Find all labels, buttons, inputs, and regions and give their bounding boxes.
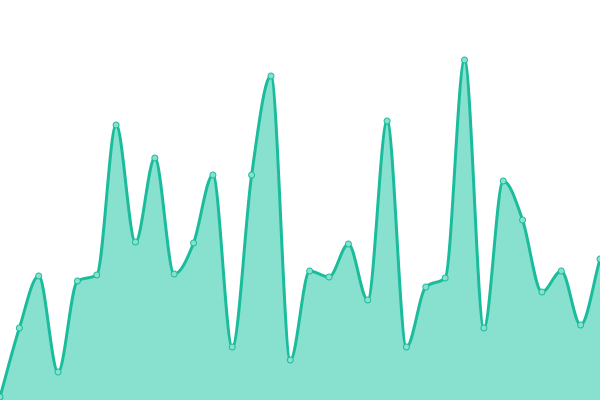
- data-point: [461, 56, 469, 64]
- data-point: [15, 324, 23, 332]
- data-point: [364, 296, 372, 304]
- data-point: [306, 267, 314, 275]
- data-point: [190, 239, 198, 247]
- data-point: [383, 117, 391, 125]
- data-point: [538, 288, 546, 296]
- data-points: [0, 56, 600, 400]
- data-point: [557, 267, 565, 275]
- data-point: [480, 324, 488, 332]
- data-point: [402, 343, 410, 351]
- data-point: [93, 271, 101, 279]
- data-point: [35, 272, 43, 280]
- data-point: [0, 393, 4, 400]
- data-point: [596, 255, 600, 263]
- data-point: [344, 240, 352, 248]
- data-point: [151, 154, 159, 162]
- data-point: [112, 121, 120, 129]
- data-point: [499, 177, 507, 185]
- data-point: [325, 273, 333, 281]
- data-point: [228, 343, 236, 351]
- data-point: [267, 72, 275, 80]
- data-point: [577, 321, 585, 329]
- area-fill: [0, 60, 600, 400]
- data-point: [422, 283, 430, 291]
- data-point: [131, 238, 139, 246]
- data-point: [248, 171, 256, 179]
- data-point: [441, 274, 449, 282]
- data-point: [286, 356, 294, 364]
- data-point: [519, 216, 527, 224]
- data-point: [170, 270, 178, 278]
- data-point: [209, 171, 217, 179]
- data-point: [54, 368, 62, 376]
- data-point: [73, 277, 81, 285]
